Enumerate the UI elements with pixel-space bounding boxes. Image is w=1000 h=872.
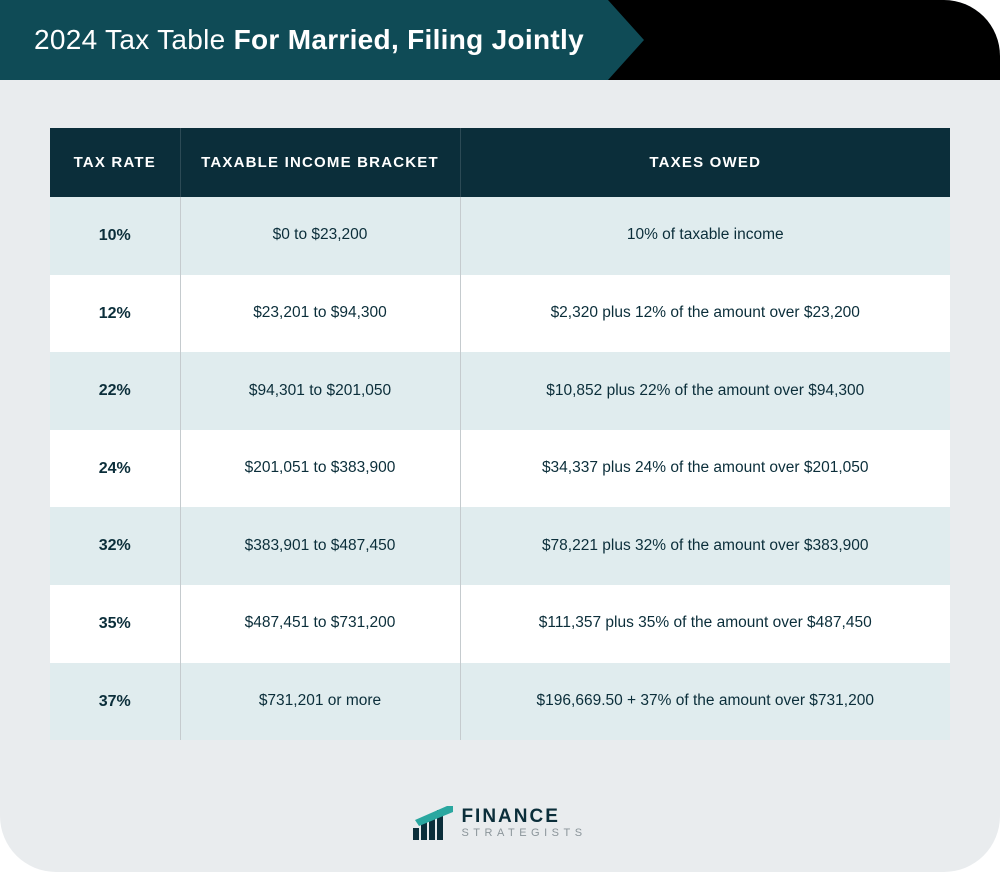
table-row: 22%$94,301 to $201,050$10,852 plus 22% o… [50, 352, 950, 430]
cell-owed: $196,669.50 + 37% of the amount over $73… [460, 663, 950, 741]
cell-rate: 24% [50, 430, 180, 508]
infographic-card: 2024 Tax Table For Married, Filing Joint… [0, 0, 1000, 872]
cell-rate: 12% [50, 275, 180, 353]
cell-bracket: $0 to $23,200 [180, 197, 460, 275]
title-light: 2024 Tax Table [34, 24, 234, 55]
table-row: 12%$23,201 to $94,300$2,320 plus 12% of … [50, 275, 950, 353]
cell-bracket: $23,201 to $94,300 [180, 275, 460, 353]
cell-rate: 10% [50, 197, 180, 275]
brand-logo: FINANCE STRATEGISTS [413, 806, 586, 840]
tax-table-container: TAX RATE TAXABLE INCOME BRACKET TAXES OW… [50, 128, 950, 740]
table-row: 32%$383,901 to $487,450$78,221 plus 32% … [50, 507, 950, 585]
brand-sub: STRATEGISTS [461, 828, 586, 839]
cell-owed: $111,357 plus 35% of the amount over $48… [460, 585, 950, 663]
cell-bracket: $383,901 to $487,450 [180, 507, 460, 585]
table-header-row: TAX RATE TAXABLE INCOME BRACKET TAXES OW… [50, 128, 950, 197]
table-row: 10%$0 to $23,20010% of taxable income [50, 197, 950, 275]
table-row: 37%$731,201 or more$196,669.50 + 37% of … [50, 663, 950, 741]
header-ribbon: 2024 Tax Table For Married, Filing Joint… [0, 0, 644, 80]
cell-bracket: $731,201 or more [180, 663, 460, 741]
col-header-bracket: TAXABLE INCOME BRACKET [180, 128, 460, 197]
brand-text: FINANCE STRATEGISTS [461, 807, 586, 839]
cell-bracket: $487,451 to $731,200 [180, 585, 460, 663]
title-bold: For Married, Filing Jointly [234, 24, 584, 55]
brand-main: FINANCE [461, 807, 586, 826]
col-header-rate: TAX RATE [50, 128, 180, 197]
cell-rate: 35% [50, 585, 180, 663]
footer-logo: FINANCE STRATEGISTS [0, 806, 1000, 840]
cell-owed: $34,337 plus 24% of the amount over $201… [460, 430, 950, 508]
cell-rate: 22% [50, 352, 180, 430]
col-header-owed: TAXES OWED [460, 128, 950, 197]
cell-owed: $10,852 plus 22% of the amount over $94,… [460, 352, 950, 430]
bars-icon [413, 806, 453, 840]
table-row: 35%$487,451 to $731,200$111,357 plus 35%… [50, 585, 950, 663]
cell-rate: 37% [50, 663, 180, 741]
cell-owed: 10% of taxable income [460, 197, 950, 275]
page-title: 2024 Tax Table For Married, Filing Joint… [34, 24, 584, 56]
table-row: 24%$201,051 to $383,900$34,337 plus 24% … [50, 430, 950, 508]
cell-rate: 32% [50, 507, 180, 585]
tax-table: TAX RATE TAXABLE INCOME BRACKET TAXES OW… [50, 128, 950, 740]
cell-bracket: $201,051 to $383,900 [180, 430, 460, 508]
cell-owed: $2,320 plus 12% of the amount over $23,2… [460, 275, 950, 353]
cell-bracket: $94,301 to $201,050 [180, 352, 460, 430]
cell-owed: $78,221 plus 32% of the amount over $383… [460, 507, 950, 585]
